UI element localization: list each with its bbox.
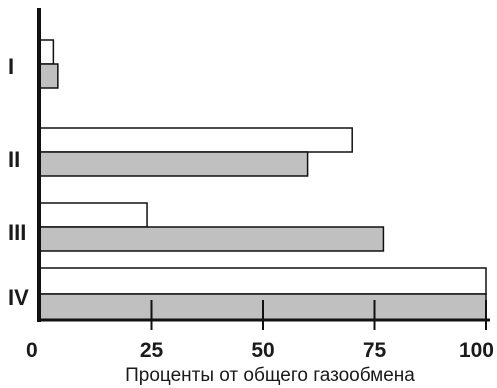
x-tick-label-0: 0 [26, 339, 38, 362]
category-label-III: III [8, 220, 26, 245]
category-label-IV: IV [8, 285, 29, 310]
bar-III-series-2 [39, 226, 385, 252]
x-axis-title: Проценты от общего газообмена [125, 365, 415, 386]
x-tick-label-50: 50 [251, 339, 274, 362]
bar-IV-series-1 [39, 267, 487, 295]
bar-III-series-1 [39, 202, 148, 228]
x-tick-label-100: 100 [459, 339, 494, 362]
x-ticks-group: 0 25 50 75 100 [26, 300, 494, 362]
x-tick-label-25: 25 [140, 339, 164, 362]
category-label-II: II [8, 147, 20, 172]
x-tick-label-75: 75 [363, 339, 387, 362]
category-label-I: I [8, 54, 14, 79]
bar-II-series-2 [39, 151, 309, 177]
bars-group [39, 39, 487, 321]
bar-I-series-1 [39, 39, 55, 65]
bar-I-series-2 [39, 63, 59, 89]
bar-II-series-1 [39, 127, 353, 153]
